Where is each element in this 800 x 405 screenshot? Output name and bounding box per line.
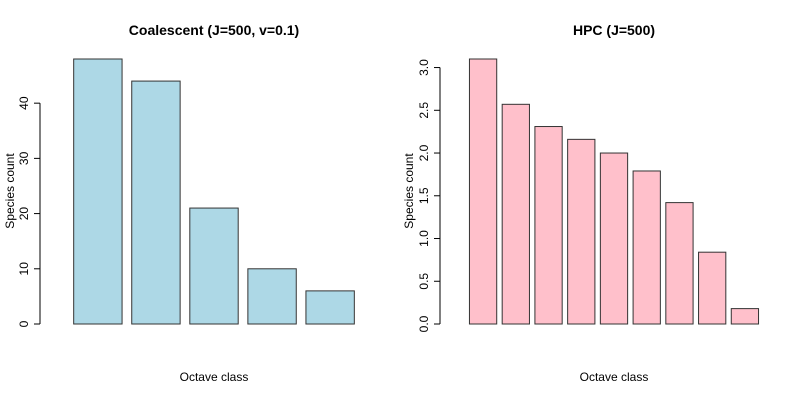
y-axis-label: Species count bbox=[3, 153, 17, 229]
bar bbox=[665, 202, 694, 325]
y-tick-label: 0.0 bbox=[417, 315, 431, 332]
x-axis-label: Octave class bbox=[580, 370, 649, 384]
bar bbox=[698, 251, 727, 325]
y-tick-label: 3.0 bbox=[417, 59, 431, 76]
bar bbox=[599, 152, 629, 325]
bar bbox=[534, 126, 563, 325]
y-tick-label: 1.0 bbox=[417, 230, 431, 247]
coalescent-panel: Coalescent (J=500, v=0.1) Octave class S… bbox=[3, 22, 355, 384]
y-tick-label: 2.5 bbox=[417, 102, 431, 119]
bar-group bbox=[73, 58, 355, 325]
x-axis-label: Octave class bbox=[180, 370, 249, 384]
chart-title: Coalescent (J=500, v=0.1) bbox=[129, 22, 299, 38]
bar bbox=[73, 58, 123, 325]
bar bbox=[632, 170, 661, 325]
bar bbox=[567, 138, 596, 325]
y-tick-label: 1.5 bbox=[417, 187, 431, 204]
bar bbox=[730, 308, 760, 325]
y-tick-label: 20 bbox=[17, 207, 31, 221]
chart-title: HPC (J=500) bbox=[573, 22, 655, 38]
y-tick-label: 0.5 bbox=[417, 273, 431, 290]
bar bbox=[305, 290, 355, 325]
y-tick-label: 30 bbox=[17, 151, 31, 165]
y-axis-label: Species count bbox=[402, 153, 416, 229]
bar bbox=[468, 58, 498, 325]
bar bbox=[247, 268, 297, 325]
bar-group bbox=[468, 58, 760, 325]
y-axis: 0.0 0.5 1.0 1.5 2.0 2.5 3.0 bbox=[417, 59, 441, 332]
hpc-panel: HPC (J=500) Octave class Species count 0… bbox=[402, 22, 760, 384]
y-tick-label: 0 bbox=[17, 320, 31, 327]
y-axis: 0 10 20 30 40 bbox=[17, 96, 41, 327]
y-tick-label: 10 bbox=[17, 262, 31, 276]
bar bbox=[189, 207, 239, 325]
bar bbox=[501, 103, 530, 325]
bar bbox=[131, 80, 181, 325]
y-tick-label: 40 bbox=[17, 96, 31, 110]
y-tick-label: 2.0 bbox=[417, 144, 431, 161]
